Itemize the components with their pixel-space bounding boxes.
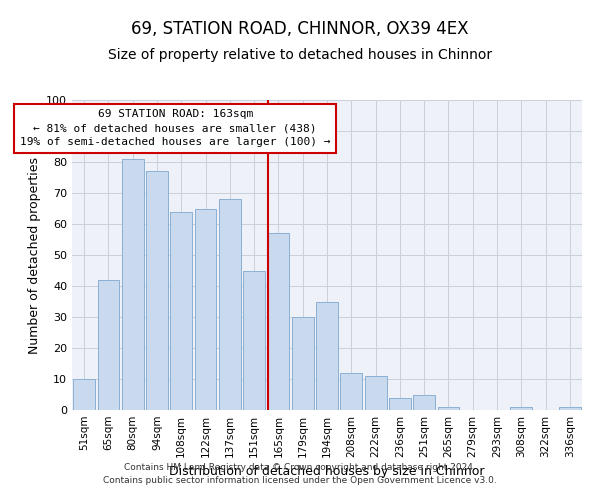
Bar [268,234,289,410]
Bar [413,394,435,410]
Bar [365,376,386,410]
Bar [437,407,460,410]
Bar [194,208,217,410]
Bar [170,212,192,410]
Bar [511,407,532,410]
Bar [219,199,241,410]
Bar [122,159,143,410]
Text: Size of property relative to detached houses in Chinnor: Size of property relative to detached ho… [108,48,492,62]
Bar [559,407,581,410]
Y-axis label: Number of detached properties: Number of detached properties [28,156,41,354]
Text: 69 STATION ROAD: 163sqm
← 81% of detached houses are smaller (438)
19% of semi-d: 69 STATION ROAD: 163sqm ← 81% of detache… [20,110,331,148]
Bar [73,379,95,410]
Text: Contains public sector information licensed under the Open Government Licence v3: Contains public sector information licen… [103,476,497,485]
Bar [389,398,411,410]
Bar [292,317,314,410]
Bar [243,270,265,410]
Text: 69, STATION ROAD, CHINNOR, OX39 4EX: 69, STATION ROAD, CHINNOR, OX39 4EX [131,20,469,38]
Bar [97,280,119,410]
Bar [316,302,338,410]
Bar [340,373,362,410]
X-axis label: Distribution of detached houses by size in Chinnor: Distribution of detached houses by size … [169,466,485,478]
Text: Contains HM Land Registry data © Crown copyright and database right 2024.: Contains HM Land Registry data © Crown c… [124,464,476,472]
Bar [146,172,168,410]
